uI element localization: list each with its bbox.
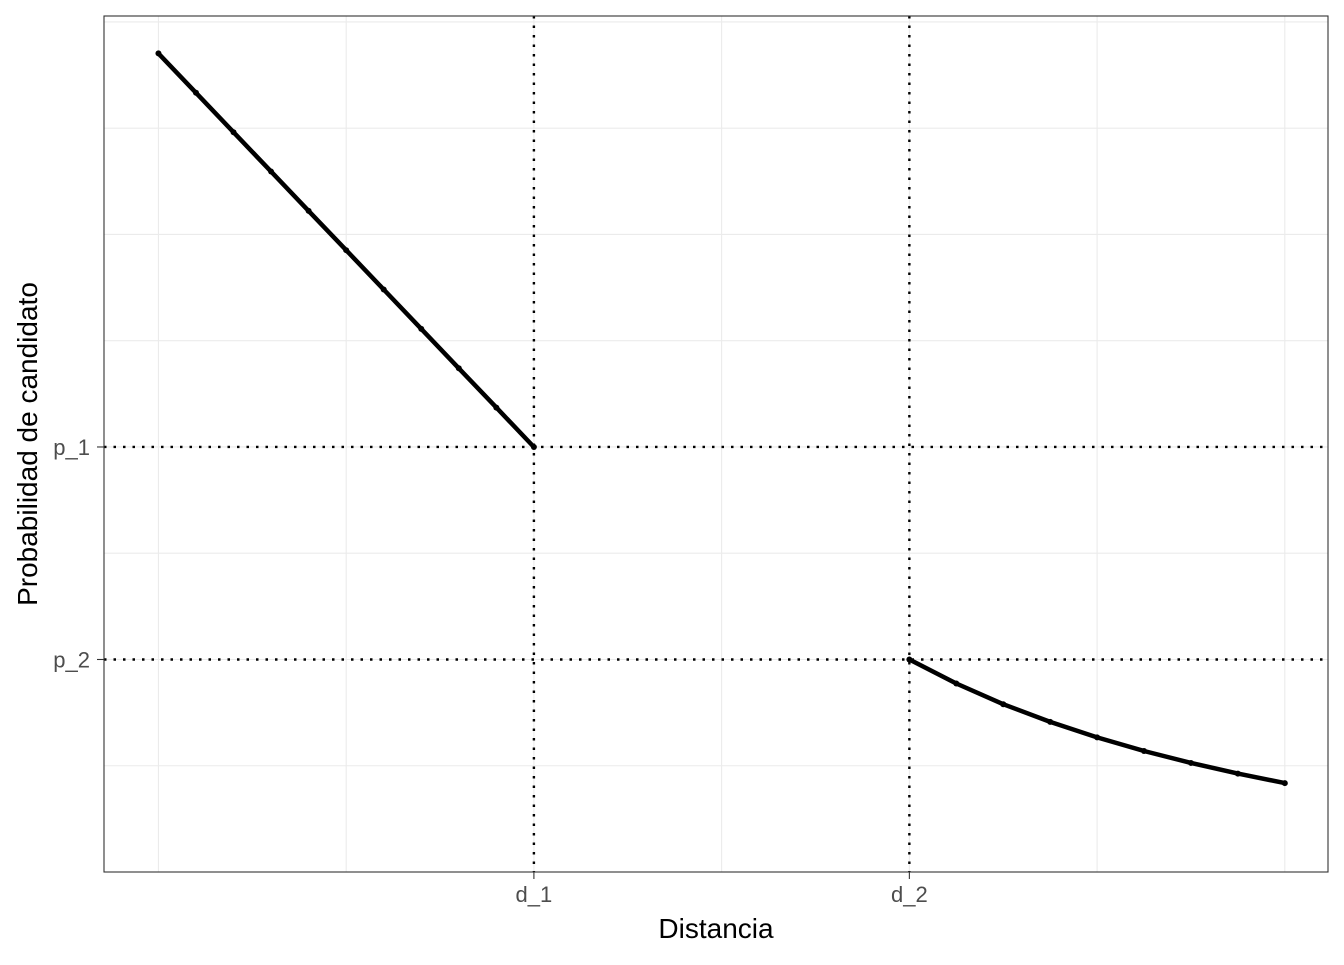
y-tick-label: p_1 xyxy=(53,435,90,460)
axis-layer: d_1 d_2 p_1 p_2 xyxy=(53,435,927,907)
data-point xyxy=(1000,701,1007,708)
data-point xyxy=(1187,759,1194,766)
x-tick-label: d_1 xyxy=(516,882,553,907)
data-point xyxy=(380,286,387,293)
data-point xyxy=(953,680,960,687)
data-point xyxy=(530,443,537,450)
data-point xyxy=(230,129,237,136)
data-point xyxy=(1141,747,1148,754)
data-point xyxy=(906,656,913,663)
data-point xyxy=(1094,734,1101,741)
y-tick-label: p_2 xyxy=(53,647,90,672)
data-point xyxy=(305,207,312,214)
grid-layer xyxy=(104,16,1328,873)
y-axis-title: Probabilidad de candidato xyxy=(12,282,43,606)
data-point xyxy=(493,404,500,411)
series-layer xyxy=(155,50,1288,787)
data-point xyxy=(268,168,275,175)
data-point xyxy=(1234,770,1241,777)
data-point xyxy=(343,247,350,254)
data-point xyxy=(1281,780,1288,787)
x-axis-title: Distancia xyxy=(658,913,774,944)
data-point xyxy=(1047,718,1054,725)
data-point xyxy=(418,325,425,332)
data-point xyxy=(455,365,462,372)
x-tick-label: d_2 xyxy=(891,882,928,907)
data-point xyxy=(155,50,162,57)
panel-border xyxy=(103,15,1329,873)
data-point xyxy=(192,89,199,96)
reference-lines xyxy=(104,16,1328,872)
